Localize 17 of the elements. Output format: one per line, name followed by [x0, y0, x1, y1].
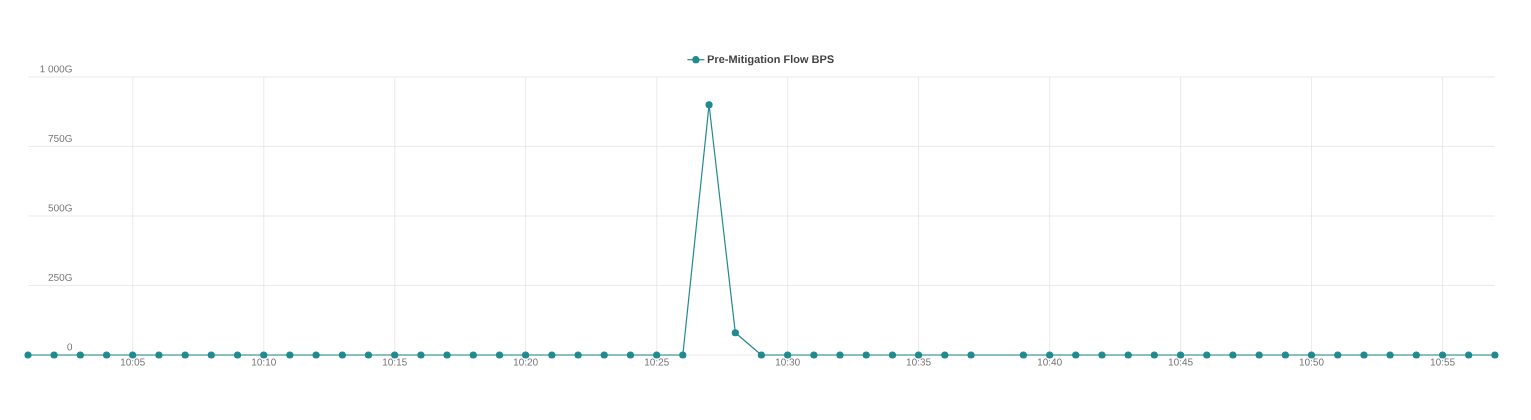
x-tick-label: 10:45 — [1168, 358, 1193, 366]
y-tick-label: 1 000G — [40, 65, 72, 73]
y-tick-label: 0 — [67, 343, 73, 351]
x-tick-label: 10:25 — [644, 358, 669, 366]
x-tick-label: 10:30 — [775, 358, 800, 366]
y-tick-label: 500G — [48, 204, 72, 212]
legend-label: Pre-Mitigation Flow BPS — [707, 54, 834, 66]
x-tick-label: 10:40 — [1037, 358, 1062, 366]
y-tick-label: 250G — [48, 273, 72, 281]
x-tick-label: 10:20 — [513, 358, 538, 366]
x-tick-label: 10:50 — [1299, 358, 1324, 366]
x-tick-label: 10:05 — [120, 358, 145, 366]
x-tick-label: 10:55 — [1430, 358, 1455, 366]
x-tick-label: 10:35 — [906, 358, 931, 366]
y-tick-label: 750G — [48, 134, 72, 142]
x-tick-label: 10:15 — [382, 358, 407, 366]
x-tick-label: 10:10 — [252, 358, 276, 366]
